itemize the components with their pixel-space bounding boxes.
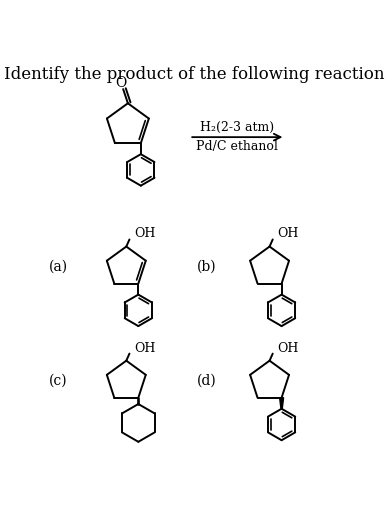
Text: OH: OH: [134, 227, 156, 241]
Text: (b): (b): [197, 260, 217, 274]
Text: OH: OH: [277, 342, 299, 355]
Text: Identify the product of the following reaction: Identify the product of the following re…: [4, 66, 384, 82]
Text: OH: OH: [134, 342, 156, 355]
Text: (d): (d): [197, 374, 217, 388]
Text: H₂(2-3 atm): H₂(2-3 atm): [200, 121, 274, 134]
Text: OH: OH: [277, 227, 299, 241]
Text: Pd/C ethanol: Pd/C ethanol: [196, 140, 278, 153]
Text: (c): (c): [49, 374, 68, 388]
Polygon shape: [280, 398, 284, 409]
Text: (a): (a): [49, 260, 68, 274]
Text: O: O: [115, 76, 126, 90]
